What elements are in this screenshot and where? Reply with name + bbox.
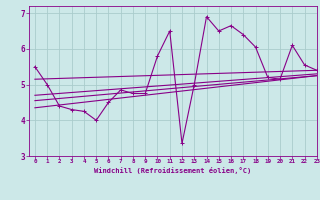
X-axis label: Windchill (Refroidissement éolien,°C): Windchill (Refroidissement éolien,°C) <box>94 167 252 174</box>
